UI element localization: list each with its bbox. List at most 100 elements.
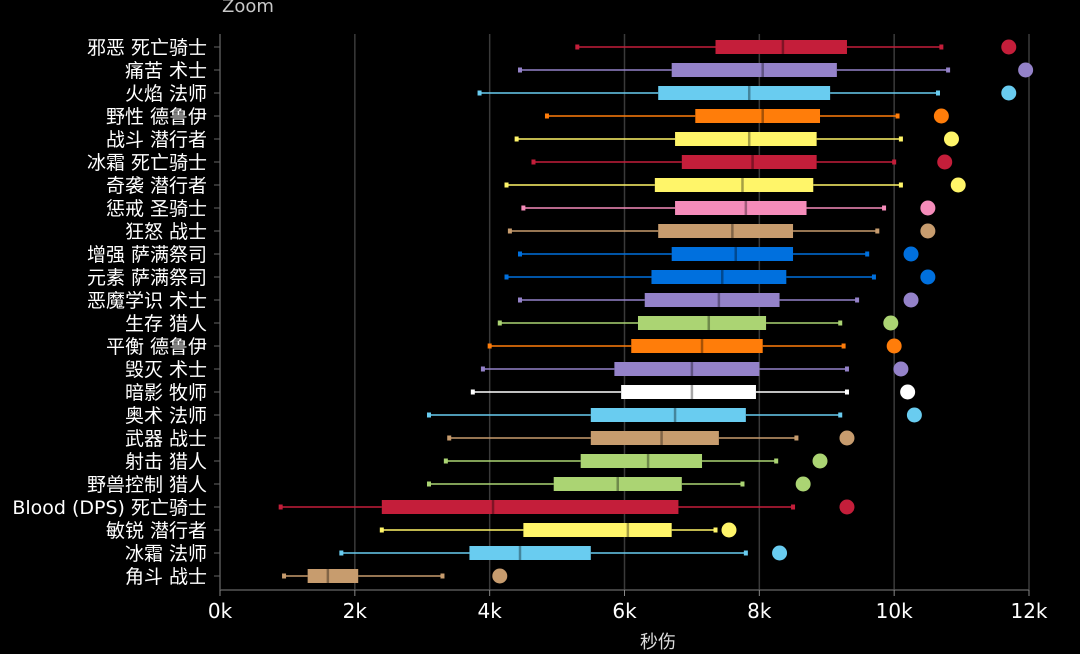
whisker-cap-low-15: [470, 389, 475, 395]
whisker-cap-high-20: [791, 504, 796, 510]
box-2: [658, 86, 831, 100]
whisker-cap-high-0: [939, 44, 944, 50]
whisker-cap-high-13: [841, 343, 846, 349]
y-tick-label-4: 战斗 潜行者: [106, 129, 207, 151]
box-19: [553, 477, 682, 491]
box-series-0: 邪恶 死亡骑士: [87, 37, 1017, 59]
x-tick-label-4: 8k: [747, 599, 772, 623]
box-11: [644, 293, 780, 307]
whisker-cap-low-13: [487, 343, 492, 349]
box-series-12: 生存 猎人: [125, 313, 899, 335]
box-20: [381, 500, 679, 514]
whisker-cap-low-1: [518, 67, 523, 73]
box-series-23: 角斗 战士: [125, 566, 508, 588]
x-axis-title: 秒伤: [640, 632, 676, 653]
outlier-point-16: [906, 407, 922, 423]
box-7: [675, 201, 807, 215]
outlier-point-7: [920, 200, 936, 216]
whisker-cap-low-23: [282, 573, 287, 579]
whisker-cap-low-17: [447, 435, 452, 441]
y-tick-label-15: 暗影 牧师: [125, 382, 207, 404]
y-tick-label-19: 野兽控制 猎人: [87, 474, 207, 496]
box-4: [675, 132, 817, 146]
y-tick-label-14: 毁灭 术士: [125, 359, 207, 381]
outlier-point-22: [772, 545, 788, 561]
box-12: [637, 316, 767, 330]
box-1: [671, 63, 837, 77]
box-series-10: 元素 萨满祭司: [87, 267, 936, 289]
whisker-cap-low-14: [480, 366, 485, 372]
box-5: [681, 155, 817, 169]
whisker-cap-high-15: [844, 389, 849, 395]
y-tick-label-1: 痛苦 术士: [125, 60, 207, 82]
box-15: [621, 385, 756, 399]
whisker-cap-low-3: [544, 113, 549, 119]
box-series-21: 敏锐 潜行者: [106, 520, 737, 542]
y-tick-label-23: 角斗 战士: [125, 566, 207, 588]
y-tick-label-22: 冰霜 法师: [125, 543, 207, 565]
whisker-cap-high-12: [838, 320, 843, 326]
box-series-3: 野性 德鲁伊: [106, 106, 949, 128]
y-tick-label-10: 元素 萨满祭司: [87, 267, 207, 289]
whisker-cap-low-18: [443, 458, 448, 464]
whisker-cap-low-10: [504, 274, 509, 280]
outlier-point-0: [1001, 39, 1017, 55]
outlier-point-20: [839, 499, 855, 515]
whisker-cap-low-12: [497, 320, 502, 326]
box-21: [523, 523, 672, 537]
y-tick-label-5: 冰霜 死亡骑士: [87, 152, 207, 174]
whisker-cap-low-22: [339, 550, 344, 556]
whisker-cap-low-9: [518, 251, 523, 257]
box-10: [651, 270, 787, 284]
outlier-point-10: [920, 269, 936, 285]
y-tick-label-3: 野性 德鲁伊: [106, 106, 207, 128]
y-tick-label-16: 奥术 法师: [125, 405, 207, 427]
box-18: [580, 454, 703, 468]
box-series-7: 惩戒 圣骑士: [106, 198, 936, 220]
outlier-point-18: [812, 453, 828, 469]
box-13: [631, 339, 763, 353]
whisker-cap-high-18: [774, 458, 779, 464]
outlier-point-9: [903, 246, 919, 262]
y-tick-label-20: Blood (DPS) 死亡骑士: [12, 497, 207, 519]
outlier-point-8: [920, 223, 936, 239]
whisker-cap-low-21: [379, 527, 384, 533]
x-tick-label-2: 4k: [478, 599, 503, 623]
box-series-9: 增强 萨满祭司: [87, 244, 919, 266]
box-series-17: 武器 战士: [125, 428, 855, 450]
y-tick-label-9: 增强 萨满祭司: [87, 244, 207, 266]
box-series-5: 冰霜 死亡骑士: [87, 152, 953, 174]
whisker-cap-high-21: [713, 527, 718, 533]
box-series-19: 野兽控制 猎人: [87, 474, 811, 496]
whisker-cap-high-16: [838, 412, 843, 418]
outlier-point-13: [886, 338, 902, 354]
whisker-cap-high-7: [882, 205, 887, 211]
box-3: [695, 109, 821, 123]
whisker-cap-low-20: [278, 504, 283, 510]
box-0: [715, 40, 847, 54]
box-14: [614, 362, 760, 376]
box-6: [654, 178, 814, 192]
outlier-point-11: [903, 292, 919, 308]
whisker-cap-low-7: [521, 205, 526, 211]
y-tick-label-7: 惩戒 圣骑士: [106, 198, 207, 220]
whisker-cap-low-2: [477, 90, 482, 96]
whisker-cap-high-2: [935, 90, 940, 96]
box-22: [469, 546, 591, 560]
whisker-cap-high-10: [871, 274, 876, 280]
box-series-22: 冰霜 法师: [125, 543, 788, 565]
outlier-point-1: [1018, 62, 1034, 78]
box-series-2: 火焰 法师: [125, 83, 1017, 105]
whisker-cap-low-0: [575, 44, 580, 50]
box-9: [671, 247, 794, 261]
whisker-cap-high-22: [743, 550, 748, 556]
box-series-6: 奇袭 潜行者: [106, 175, 966, 197]
whisker-cap-high-17: [794, 435, 799, 441]
zoom-label[interactable]: Zoom: [222, 0, 274, 17]
whisker-cap-high-23: [440, 573, 445, 579]
outlier-point-15: [900, 384, 916, 400]
x-tick-label-1: 2k: [343, 599, 368, 623]
box-series-11: 恶魔学识 术士: [87, 290, 919, 312]
outlier-point-2: [1001, 85, 1017, 101]
y-tick-label-18: 射击 猎人: [125, 451, 207, 473]
